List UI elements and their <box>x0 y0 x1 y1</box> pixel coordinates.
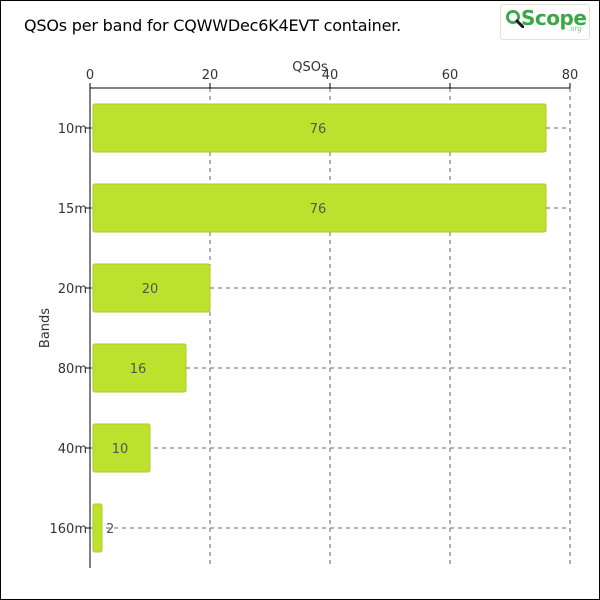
x-tick-label: 80 <box>562 68 579 83</box>
bar <box>92 423 151 473</box>
bar-value-label: 2 <box>106 522 114 537</box>
bar <box>92 103 547 153</box>
qscope-logo: Scope .org <box>500 4 590 40</box>
y-tick-label: 20m <box>58 282 87 297</box>
chart-title: QSOs per band for CQWWDec6K4EVT containe… <box>24 16 402 35</box>
bar <box>92 343 187 393</box>
logo-suffix: .org <box>568 25 582 33</box>
y-tick-label: 15m <box>58 202 87 217</box>
y-tick-label: 10m <box>58 122 87 137</box>
x-tick-label: 40 <box>322 68 339 83</box>
bar-value-label: 16 <box>130 362 147 377</box>
bar <box>92 183 547 233</box>
bar-value-label: 10 <box>112 442 129 457</box>
y-tick-label: 80m <box>58 362 87 377</box>
magnifier-q-icon <box>506 10 524 28</box>
y-tick-label: 40m <box>58 442 87 457</box>
bar <box>92 263 211 313</box>
y-tick-label: 160m <box>50 522 87 537</box>
bar-value-label: 76 <box>310 202 327 217</box>
x-tick-label: 60 <box>442 68 459 83</box>
y-axis-title: Bands <box>38 308 53 348</box>
logo-wordmark: Scope <box>521 6 587 30</box>
bar <box>92 503 103 553</box>
x-axis-title: QSOs <box>292 60 328 75</box>
x-tick-label: 20 <box>202 68 219 83</box>
bar-value-label: 20 <box>142 282 159 297</box>
x-tick-label: 0 <box>86 68 94 83</box>
bar-value-label: 76 <box>310 122 327 137</box>
